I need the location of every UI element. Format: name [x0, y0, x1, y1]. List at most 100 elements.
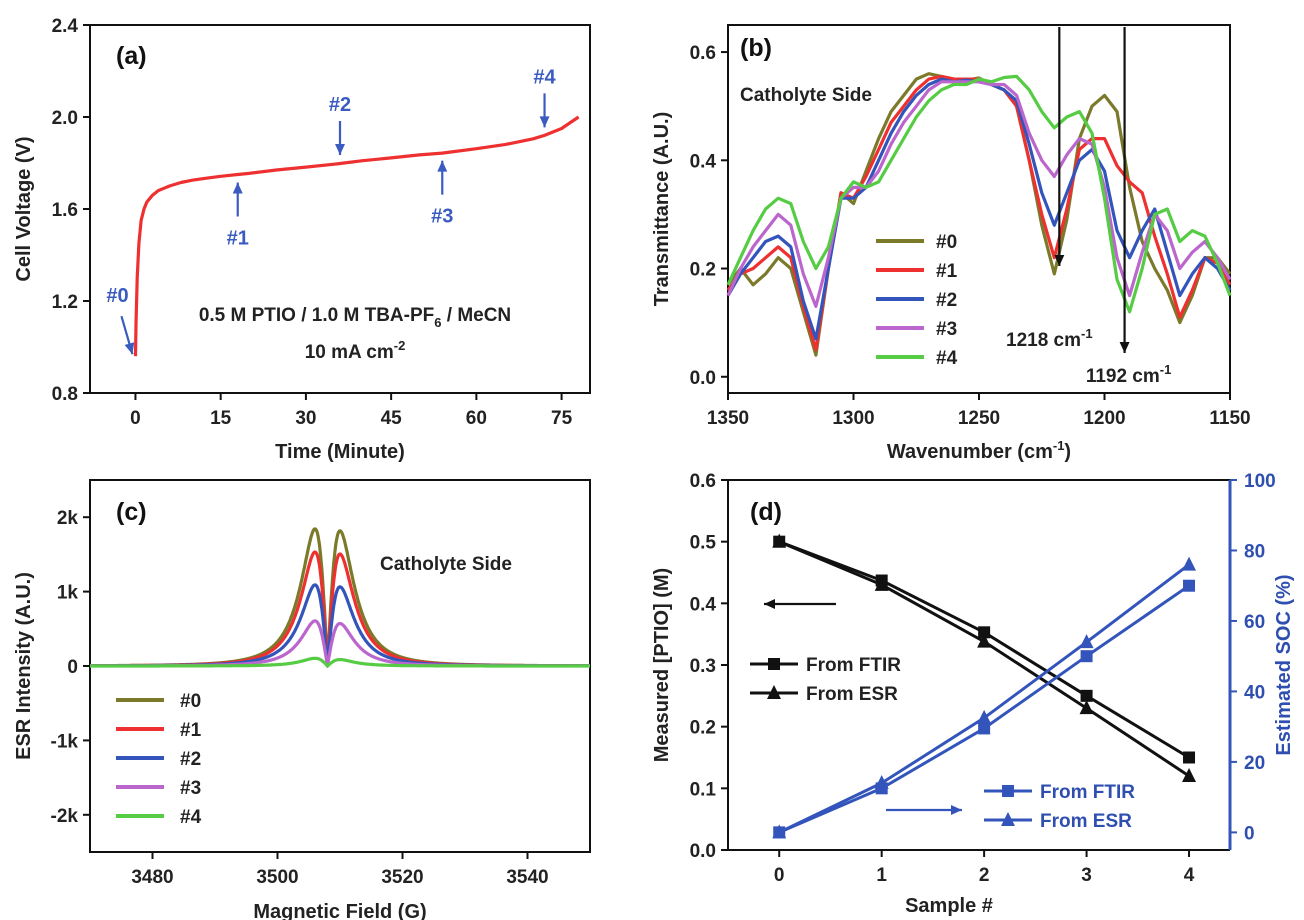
panel-c-series-line-4 — [88, 656, 592, 668]
panel-a-annotation-line2-main: 10 mA cm — [305, 342, 394, 363]
panel-a-xtick-label: 60 — [466, 408, 487, 429]
panel-d-ytick-label: 0.4 — [690, 594, 717, 615]
panel-b-peak-label-1: 1192 cm-1 — [1086, 362, 1172, 387]
panel-d-legend-marker-2 — [1002, 785, 1014, 797]
panel-c-legend-label-4: #4 — [180, 807, 202, 828]
panel-c-series-line-0 — [88, 527, 592, 668]
panel-c-ytick-label: -2k — [51, 806, 79, 827]
panel-d-ytick-label: 0.2 — [690, 718, 716, 739]
panel-b-peak-arrow-1-head — [1119, 342, 1130, 353]
panel-d-legend-marker-1 — [767, 685, 781, 699]
panel-a-frame — [89, 24, 591, 394]
panel-b-annotation: Catholyte Side — [740, 85, 872, 106]
panel-a-marker-arrow-4-head — [539, 116, 550, 128]
panel-a-ylabel: Cell Voltage (V) — [13, 136, 35, 281]
panel-b-peak-label-0-sup: -1 — [1081, 326, 1093, 341]
panel-d-xtick-label: 4 — [1184, 865, 1195, 886]
panel-b-legend-label-0: #0 — [936, 232, 957, 253]
panel-c-ytick-label: 1k — [57, 583, 79, 604]
panel-a-marker-label-1: #1 — [227, 228, 249, 250]
panel-d-xtick-label: 0 — [774, 865, 785, 886]
panel-a-annotation-line2-sup: -2 — [394, 338, 406, 353]
panel-b-ytick-label: 0.4 — [690, 151, 717, 172]
panel-a-xtick-label: 30 — [295, 408, 316, 429]
panel-b-legend-label-3: #3 — [936, 319, 957, 340]
panel-c-xtick-label: 3500 — [256, 867, 298, 888]
panel-d-xtick-label: 3 — [1081, 865, 1092, 886]
panel-d-series-2-point — [1183, 579, 1196, 592]
panel-d-ytick-label: 0.6 — [690, 471, 716, 492]
panel-b-ylabel: Transmittance (A.U.) — [651, 112, 673, 306]
panel-c-series-line-2 — [88, 583, 592, 668]
panel-c-xtick-label: 3480 — [131, 867, 173, 888]
panel-a-xtick-label: 45 — [381, 408, 403, 429]
panel-d-series-3-point — [772, 824, 787, 839]
panel-d-legend-label-3: From ESR — [1040, 811, 1132, 832]
panel-b-series-line-3 — [726, 80, 1232, 308]
panel-a-marker-label-3: #3 — [431, 206, 453, 228]
panel-a-ytick-label: 1.2 — [52, 292, 78, 313]
panel-c-annotation: Catholyte Side — [380, 554, 512, 575]
panel-a-ytick-label: 2.4 — [52, 16, 79, 37]
panel-d-right-tick-label: 100 — [1244, 471, 1276, 492]
panel-b-xtick-label: 1350 — [707, 408, 749, 429]
panel-d-legend-label-0: From FTIR — [806, 655, 901, 676]
panel-c-ytick-label: -1k — [51, 731, 79, 752]
panel-c-legend-label-0: #0 — [180, 691, 201, 712]
panel-d-ytick-label: 0.3 — [690, 656, 716, 677]
panel-b-ytick-label: 0.6 — [690, 43, 716, 64]
panel-d-right-tick-label: 60 — [1244, 612, 1265, 633]
panel-d-ylabel-right: Estimated SOC (%) — [1273, 574, 1295, 755]
panel-c-xtick-label: 3520 — [381, 867, 423, 888]
panel-a-voltage-line — [133, 115, 580, 357]
panel-d-series-1-point — [977, 633, 992, 648]
panel-b-peak-label-1-sup: -1 — [1160, 362, 1172, 377]
panel-b-series-line-2 — [726, 77, 1232, 341]
panel-a-ytick-label: 1.6 — [52, 200, 78, 221]
panel-a-marker-label-2: #2 — [329, 94, 351, 116]
panel-b-xlabel-main: Wavenumber (cm — [887, 441, 1053, 463]
panel-b-peak-arrow-0-head — [1054, 255, 1065, 266]
panel-d-right-tick-label: 0 — [1244, 823, 1255, 844]
panel-a-xtick-label: 75 — [551, 408, 573, 429]
panel-b-label: (b) — [740, 34, 772, 62]
panel-b-xlabel: Wavenumber (cm-1) — [887, 438, 1071, 463]
panel-d-series-3-point — [1079, 634, 1094, 649]
panel-d-series-1-point — [1079, 700, 1094, 715]
panel-d-right-tick-label: 40 — [1244, 682, 1265, 703]
panel-d-right-tick-label: 20 — [1244, 753, 1265, 774]
panel-d-series-1-point — [874, 576, 889, 591]
panel-c-esr-chart: 3480 3500 3520 3540 -2k -1k 0 1k 2k Magnetic Fiel… — [13, 479, 592, 920]
panel-d-series-3-point — [874, 775, 889, 790]
panel-a-xtick-label: 15 — [210, 408, 232, 429]
panel-d-series-1-point — [1182, 768, 1197, 782]
panel-c-ytick-label: 2k — [57, 508, 79, 529]
panel-d-xtick-label: 2 — [979, 865, 990, 886]
panel-c-ytick-label: 0 — [67, 657, 78, 678]
panel-d-right-axis-arrow-head — [951, 805, 962, 815]
panel-b-xtick-label: 1200 — [1083, 408, 1125, 429]
panel-d-series-2-point — [978, 722, 991, 735]
panel-b-ftir-chart: 1350 1300 1250 1200 1150 0.0 0.2 0.4 0.6 Wavenumb… — [651, 24, 1251, 463]
panel-d-legend-marker-3 — [1001, 812, 1015, 826]
panel-b-peak-label-0-main: 1218 cm — [1006, 330, 1081, 351]
panel-b-legend-label-4: #4 — [936, 348, 958, 369]
panel-d-series-0-point — [1183, 751, 1196, 764]
panel-a-ytick-label: 2.0 — [52, 108, 78, 129]
panel-d-right-tick-label: 80 — [1244, 541, 1265, 562]
panel-a-marker-label-4: #4 — [533, 66, 556, 88]
panel-c-label: (c) — [116, 498, 147, 526]
panel-a-xtick-label: 0 — [130, 408, 141, 429]
panel-a-marker-arrow-0-head — [124, 342, 135, 355]
panel-d-ytick-label: 0.5 — [690, 533, 717, 554]
panel-b-ytick-label: 0.0 — [690, 368, 716, 389]
panel-d-label: (d) — [750, 498, 782, 526]
panel-d-legend-label-2: From FTIR — [1040, 782, 1135, 803]
panel-c-legend-label-2: #2 — [180, 749, 201, 770]
panel-a-ytick-label: 0.8 — [52, 384, 78, 405]
panel-a-annotation-line1-part2: / MeCN — [441, 305, 511, 326]
panel-b-xlabel-sup: -1 — [1053, 438, 1065, 453]
panel-d-series-2-point — [1080, 650, 1093, 663]
panel-a-annotation-line1-part0: 0.5 M PTIO / 1.0 M TBA-PF — [199, 305, 434, 326]
